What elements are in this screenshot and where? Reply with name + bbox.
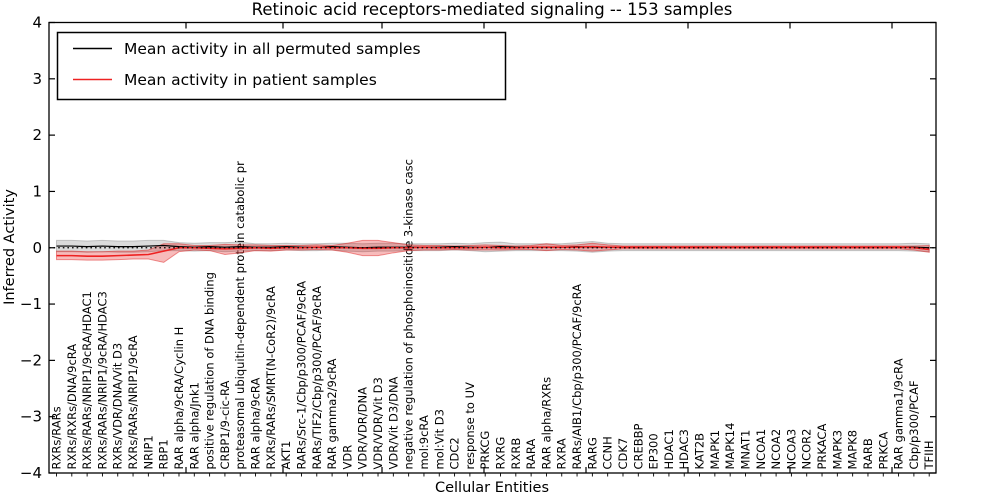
x-tick-label: EP300 [647, 433, 661, 469]
x-tick-label: RBP1 [157, 439, 171, 469]
x-tick-label: RARA [524, 439, 538, 470]
x-tick-label: RXRs/RARs/NRIP1/9cRA/HDAC1 [80, 291, 94, 469]
y-axis-label: Inferred Activity [2, 189, 18, 305]
x-tick-label: VDR/Vit D3/DNA [386, 376, 400, 469]
y-tick-label: −2 [20, 351, 42, 369]
x-tick-label: CCNH [601, 436, 615, 469]
x-tick-label: RARs/TIF2/Cbp/p300/PCAF/9cRA [310, 286, 324, 470]
x-tick-label: HDAC1 [662, 429, 676, 469]
x-tick-label: mol:Vit D3 [432, 409, 446, 469]
x-tick-label: RXRB [509, 438, 523, 470]
x-tick-label: PRKCG [478, 431, 492, 470]
x-tick-label: negative regulation of phosphoinositide … [402, 159, 416, 469]
x-tick-label: RXRA [555, 438, 569, 469]
x-tick-label: RXRs/RARs [50, 406, 64, 469]
x-tick-label: MAPK14 [723, 423, 737, 470]
x-tick-label: NCOR2 [800, 429, 814, 470]
y-tick-label: 2 [32, 126, 42, 144]
x-tick-label: CDC2 [448, 437, 462, 469]
x-tick-label: response to UV [463, 382, 477, 470]
x-tick-label: MAPK8 [846, 430, 860, 470]
legend-label-permuted: Mean activity in all permuted samples [124, 40, 421, 58]
x-axis-label: Cellular Entities [435, 480, 549, 496]
x-tick-label: NCOA2 [769, 429, 783, 470]
chart-title: Retinoic acid receptors-mediated signali… [252, 0, 733, 19]
legend-label-patient: Mean activity in patient samples [124, 71, 377, 89]
x-tick-label: VDR [340, 445, 354, 470]
x-tick-label: CDK7 [616, 438, 630, 470]
x-tick-label: RARs/Src-1/Cbp/p300/PCAF/9cRA [294, 281, 308, 470]
x-tick-label: HDAC3 [677, 429, 691, 469]
x-tick-label: mol:9cRA [417, 415, 431, 469]
axes: 4 3 2 1 0 −1 −2 −3 −4 [20, 14, 937, 482]
x-tick-label: PRKACA [815, 424, 829, 470]
x-tick-label: MAPK1 [708, 430, 722, 470]
x-tick-label: RAR alpha/9cRA [249, 378, 263, 470]
x-tick-label: TFIIH [922, 440, 936, 470]
x-tick-label: NRIP1 [141, 435, 155, 469]
x-tick-label: CRBP1/9-cic-RA [218, 380, 232, 469]
x-tick-label: RARB [861, 438, 875, 469]
legend-box [56, 31, 507, 101]
confidence-band-patient [56, 239, 930, 263]
y-tick-label: −1 [20, 295, 42, 313]
y-tick-label: −3 [20, 408, 42, 426]
x-tick-label: RARs/AIB1/Cbp/p300/PCAF/9cRA [570, 284, 584, 470]
x-tick-label: RAR alpha/Jnk1 [187, 382, 201, 469]
x-tick-label: positive regulation of DNA binding [203, 272, 217, 469]
x-tick-label: RARG [585, 437, 599, 469]
x-tick-label: RXRs/VDR/DNA/Vit D3 [111, 343, 125, 470]
x-tick-label: KAT2B [693, 433, 707, 470]
x-tick-label: CREBBP [631, 423, 645, 469]
legend: Mean activity in all permuted samples Me… [56, 31, 507, 101]
y-tick-label: 4 [32, 14, 42, 32]
y-tick-label: 3 [32, 70, 42, 88]
x-tick-label: AKT1 [279, 441, 293, 470]
x-tick-label: RAR gamma2/9cRA [325, 358, 339, 469]
y-tick-label: −4 [20, 464, 42, 482]
x-tick-label: RXRs/RARs/NRIP1/9cRA/HDAC3 [95, 291, 109, 469]
x-tick-label: RAR alpha/RXRs [539, 377, 553, 470]
x-tick-labels: RXRs/RARs RXRs/RXRs/DNA/9cRA RXRs/RARs/NRI… [50, 159, 937, 470]
x-tick-label: NCOA1 [754, 429, 768, 470]
x-tick-label: VDR/VDR/DNA [356, 387, 370, 470]
x-tick-label: MAPK3 [830, 430, 844, 470]
x-tick-label: VDR/VDR/Vit D3 [371, 377, 385, 469]
x-tick-label: proteasomal ubiquitin-dependent protein … [233, 161, 247, 470]
x-tick-label: RXRG [494, 437, 508, 470]
x-tick-label: RXRs/RARs/SMRT(N-CoR2)/9cRA [264, 286, 278, 470]
x-tick-label: MNAT1 [738, 430, 752, 470]
x-tick-label: RAR alpha/9cRA/Cyclin H [172, 327, 186, 470]
x-tick-label: RXRs/RXRs/DNA/9cRA [65, 344, 79, 470]
x-tick-label: PRKCA [876, 432, 890, 470]
x-tick-label: NCOA3 [784, 429, 798, 470]
x-tick-label: RXRs/RARs/NRIP1/9cRA [126, 335, 140, 469]
x-tick-label: RAR gamma1/9cRA [892, 358, 906, 469]
data-series [49, 239, 936, 263]
y-tick-label: 0 [32, 239, 42, 257]
x-tick-label: Cbp/p300/PCAF [907, 380, 921, 469]
y-tick-label: 1 [32, 182, 42, 200]
